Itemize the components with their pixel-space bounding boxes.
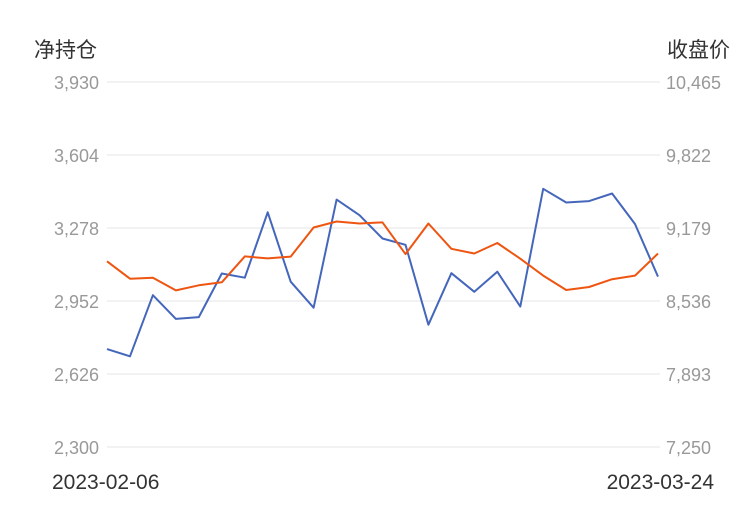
left-tick-label: 2,952 — [54, 292, 99, 312]
series-lines — [106, 187, 659, 358]
grid-lines — [107, 81, 660, 448]
right-tick-label: 10,465 — [666, 73, 721, 93]
left-tick-label: 2,626 — [54, 365, 99, 385]
right-tick-label: 7,893 — [666, 365, 711, 385]
axis-ticks: 3,930 10,465 3,604 9,822 3,278 9,179 2,952 8,53… — [54, 73, 721, 458]
right-tick-label: 7,250 — [666, 438, 711, 458]
right-tick-label: 9,822 — [666, 146, 711, 166]
series-line-close-price — [106, 220, 659, 292]
x-tick-start: 2023-02-06 — [52, 471, 159, 494]
left-tick-label: 2,300 — [54, 438, 99, 458]
left-axis-title: 净持仓 — [34, 38, 97, 62]
right-axis-title: 收盘价 — [667, 38, 730, 62]
right-tick-label: 9,179 — [666, 219, 711, 239]
left-tick-label: 3,930 — [54, 73, 99, 93]
series-line-net-position — [106, 187, 659, 358]
x-tick-end: 2023-03-24 — [607, 471, 715, 494]
right-tick-label: 8,536 — [666, 292, 711, 312]
left-tick-label: 3,278 — [54, 219, 99, 239]
left-tick-label: 3,604 — [54, 146, 99, 166]
